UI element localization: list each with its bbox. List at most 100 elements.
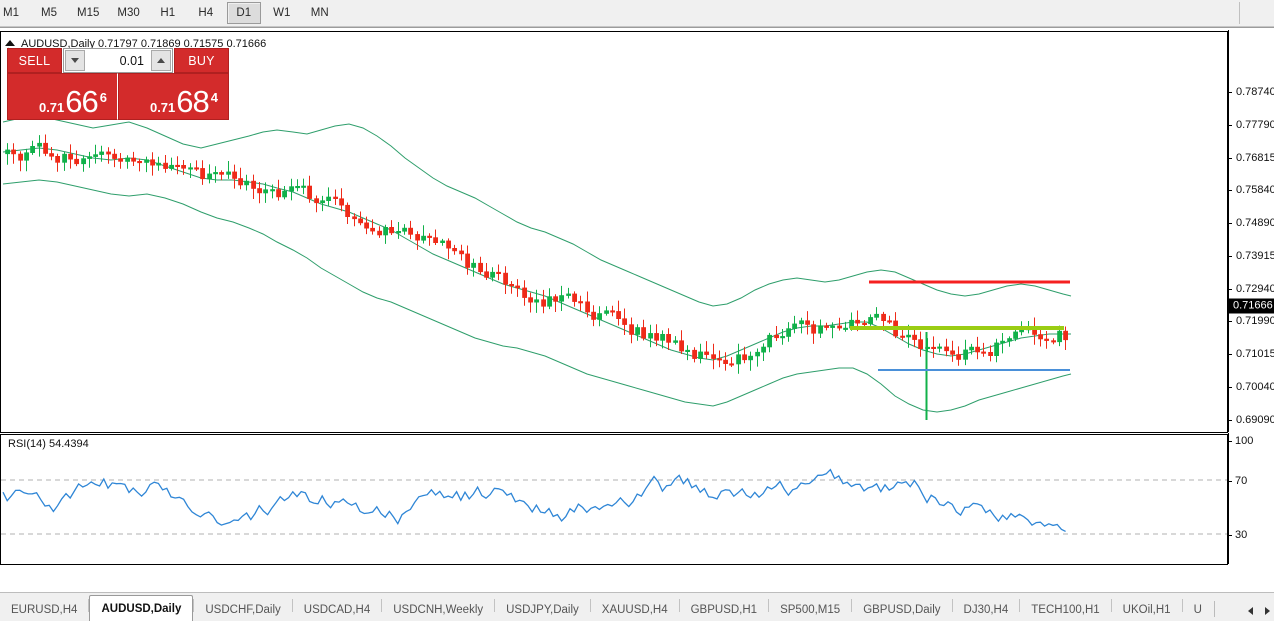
- symbol-tab-dj30-h4[interactable]: DJ30,H4: [963, 604, 1009, 616]
- tab-bar-divider: [1214, 601, 1215, 617]
- price-axis-label: 0.70040: [1236, 381, 1274, 393]
- symbol-tab-u[interactable]: U: [1193, 604, 1202, 616]
- tab-divider: [589, 598, 591, 612]
- sell-price-big: 66: [65, 84, 98, 119]
- price-tick: [1228, 223, 1232, 224]
- chart-ohlc-header: AUDUSD,Daily 0.71797 0.71869 0.71575 0.7…: [21, 38, 267, 50]
- chart-marker-icon: [5, 40, 15, 46]
- symbol-tab-usdcnh-weekly[interactable]: USDCNH,Weekly: [393, 604, 484, 616]
- sell-price-prefix: 0.71: [38, 100, 65, 115]
- price-axis-label: 0.74890: [1236, 217, 1274, 229]
- buy-button[interactable]: BUY: [174, 48, 229, 73]
- tab-divider: [851, 598, 853, 612]
- timeframe-m1-button[interactable]: M1: [3, 7, 19, 19]
- price-axis[interactable]: 0.78740 0.77790 0.76815 0.75840 0.74890 0.739…: [1228, 30, 1274, 458]
- symbol-tab-ukoil-h1[interactable]: UKOil,H1: [1122, 604, 1171, 616]
- rsi-axis-line: [1228, 433, 1229, 564]
- price-tick: [1228, 256, 1232, 257]
- scroll-left-icon[interactable]: [1248, 607, 1253, 615]
- timeframe-w1-button[interactable]: W1: [273, 7, 291, 19]
- timeframe-d1-button[interactable]: D1: [226, 2, 261, 24]
- tab-divider: [768, 598, 770, 612]
- price-axis-label: 0.73915: [1236, 250, 1274, 262]
- volume-stepper[interactable]: 0.01: [63, 48, 173, 73]
- price-tick: [1228, 354, 1232, 355]
- rsi-pane[interactable]: RSI(14) 54.4394: [0, 434, 1228, 565]
- tab-divider: [291, 598, 293, 612]
- tab-divider: [951, 598, 953, 612]
- symbol-tab-gbpusd-daily[interactable]: GBPUSD,Daily: [863, 604, 941, 616]
- volume-input[interactable]: 0.01: [119, 53, 144, 68]
- tab-divider: [1110, 598, 1112, 612]
- tab-divider: [494, 598, 496, 612]
- rsi-tick: [1228, 441, 1232, 442]
- symbol-tab-eurusd-h4[interactable]: EURUSD,H4: [11, 604, 78, 616]
- price-tick: [1228, 158, 1232, 159]
- price-tick: [1228, 321, 1232, 322]
- symbol-tab-usdchf-daily[interactable]: USDCHF,Daily: [205, 604, 281, 616]
- tab-divider: [1019, 598, 1021, 612]
- price-tick: [1228, 190, 1232, 191]
- rsi-tick: [1228, 481, 1232, 482]
- one-click-trading-panel[interactable]: SELL 0.01 BUY 0.71 66 6 0.71 68 4: [7, 48, 229, 120]
- buy-price-display[interactable]: 0.71 68 4: [118, 73, 229, 120]
- volume-decrease-button[interactable]: [65, 50, 85, 71]
- symbol-tab-bar: EURUSD,H4 AUDUSD,Daily USDCHF,Daily USDCAD,…: [0, 592, 1274, 621]
- price-tick: [1228, 92, 1232, 93]
- timeframe-m5-button[interactable]: M5: [41, 7, 57, 19]
- price-tick: [1228, 387, 1232, 388]
- sell-price-fraction: 6: [99, 90, 107, 105]
- buy-price-big: 68: [176, 84, 209, 119]
- tab-scroll-controls[interactable]: [1248, 607, 1270, 615]
- tab-divider: [381, 598, 383, 612]
- timeframe-m15-button[interactable]: M15: [77, 7, 100, 19]
- scroll-right-icon[interactable]: [1265, 607, 1270, 615]
- sell-price-display[interactable]: 0.71 66 6: [7, 73, 118, 120]
- price-axis-label: 0.78740: [1236, 86, 1274, 98]
- price-axis-label: 0.71015: [1236, 348, 1274, 360]
- rsi-chart-canvas: [1, 468, 1227, 535]
- timeframe-m30-button[interactable]: M30: [117, 7, 140, 19]
- price-chart-canvas: [2, 115, 1072, 420]
- rsi-axis-label: 70: [1235, 475, 1248, 487]
- volume-increase-button[interactable]: [151, 50, 171, 71]
- price-axis-label: 0.77790: [1236, 119, 1274, 131]
- price-tick: [1228, 125, 1232, 126]
- price-axis-label: 0.71990: [1236, 315, 1274, 327]
- price-axis-label: 0.76815: [1236, 152, 1274, 164]
- price-tick: [1228, 420, 1232, 421]
- bollinger-lower-line: [2, 179, 1072, 413]
- timeframe-h4-button[interactable]: H4: [198, 7, 214, 19]
- tab-divider: [88, 598, 90, 612]
- price-axis-label: 0.75840: [1236, 184, 1274, 196]
- symbol-tab-usdcad-h4[interactable]: USDCAD,H4: [303, 604, 371, 616]
- rsi-axis-label: 100: [1235, 435, 1254, 447]
- rsi-axis-label: 30: [1235, 529, 1248, 541]
- tab-divider: [193, 598, 195, 612]
- price-axis-line: [1228, 30, 1229, 432]
- buy-price-prefix: 0.71: [149, 100, 176, 115]
- rsi-label: RSI(14) 54.4394: [8, 438, 89, 450]
- symbol-tab-usdjpy-daily[interactable]: USDJPY,Daily: [506, 604, 579, 616]
- sell-button[interactable]: SELL: [7, 48, 62, 73]
- rsi-axis[interactable]: 100 70 30: [1228, 433, 1274, 564]
- timeframe-mn-button[interactable]: MN: [310, 7, 329, 19]
- price-tick: [1228, 289, 1232, 290]
- symbol-tab-xauusd-h4[interactable]: XAUUSD,H4: [601, 604, 668, 616]
- tab-divider: [678, 598, 680, 612]
- symbol-tab-audusd-daily[interactable]: AUDUSD,Daily: [89, 595, 194, 621]
- bollinger-middle-line: [2, 147, 1071, 361]
- timeframe-h1-button[interactable]: H1: [160, 7, 176, 19]
- symbol-tab-tech100-h1[interactable]: TECH100,H1: [1031, 604, 1100, 616]
- symbol-tab-sp500-m15[interactable]: SP500,M15: [780, 604, 841, 616]
- chart-area: AUDUSD,Daily 0.71797 0.71869 0.71575 0.7…: [0, 27, 1274, 615]
- bollinger-upper-line: [2, 115, 1072, 307]
- symbol-tab-gbpusd-h1[interactable]: GBPUSD,H1: [690, 604, 758, 616]
- toolbar-divider: [1239, 2, 1240, 24]
- tab-divider: [1181, 598, 1183, 612]
- price-axis-label: 0.72940: [1236, 283, 1274, 295]
- rsi-tick: [1228, 535, 1232, 536]
- rsi-line: [2, 468, 1066, 532]
- buy-price-fraction: 4: [210, 90, 218, 105]
